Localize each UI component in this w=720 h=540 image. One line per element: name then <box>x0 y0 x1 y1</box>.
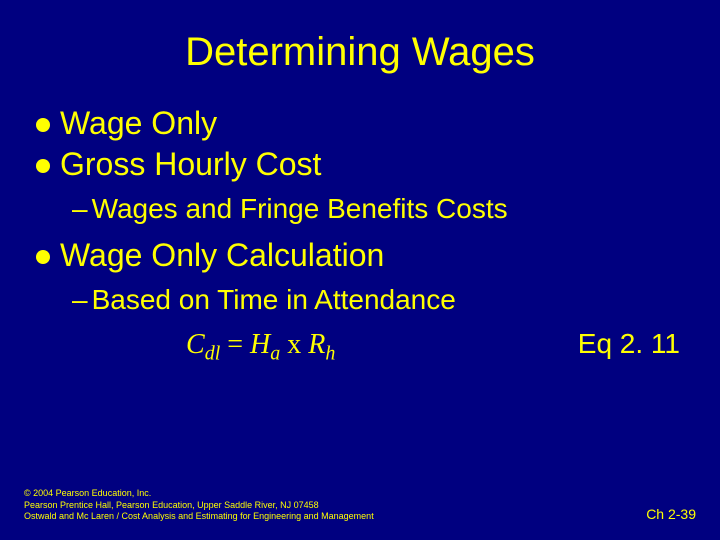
equation: Cdl = Ha x Rh <box>186 329 335 366</box>
eq-equals: = <box>220 329 250 360</box>
bullet-icon <box>36 118 50 132</box>
bullet-icon <box>36 159 50 173</box>
equation-label: Eq 2. 11 <box>578 328 680 360</box>
sub-bullet-text: Wages and Fringe Benefits Costs <box>92 193 508 225</box>
eq-r1-sub: a <box>270 343 280 365</box>
eq-lhs-sub: dl <box>205 343 221 365</box>
bullet-item-3: Wage Only Calculation <box>36 237 690 274</box>
footer-line-3: Ostwald and Mc Laren / Cost Analysis and… <box>24 511 374 522</box>
eq-r2-sym: R <box>308 329 325 360</box>
bullet-text: Gross Hourly Cost <box>60 146 321 183</box>
sub-bullet-1: – Wages and Fringe Benefits Costs <box>72 193 690 225</box>
sub-bullet-text: Based on Time in Attendance <box>92 284 456 316</box>
bullet-item-1: Wage Only <box>36 105 690 142</box>
eq-r2-sub: h <box>325 343 335 365</box>
eq-lhs-sym: C <box>186 329 205 360</box>
footer-line-2: Pearson Prentice Hall, Pearson Education… <box>24 500 374 511</box>
bullet-icon <box>36 250 50 264</box>
dash-icon: – <box>72 193 88 225</box>
dash-icon: – <box>72 284 88 316</box>
copyright-footer: © 2004 Pearson Education, Inc. Pearson P… <box>24 488 374 522</box>
slide-content: Wage Only Gross Hourly Cost – Wages and … <box>0 105 720 366</box>
slide-title: Determining Wages <box>0 0 720 105</box>
bullet-text: Wage Only <box>60 105 217 142</box>
bullet-text: Wage Only Calculation <box>60 237 384 274</box>
sub-bullet-2: – Based on Time in Attendance <box>72 284 690 316</box>
page-number: Ch 2-39 <box>646 506 696 522</box>
eq-times: x <box>280 329 308 360</box>
eq-r1-sym: H <box>250 329 270 360</box>
bullet-item-2: Gross Hourly Cost <box>36 146 690 183</box>
equation-row: Cdl = Ha x Rh Eq 2. 11 <box>36 328 690 366</box>
footer-line-1: © 2004 Pearson Education, Inc. <box>24 488 374 499</box>
